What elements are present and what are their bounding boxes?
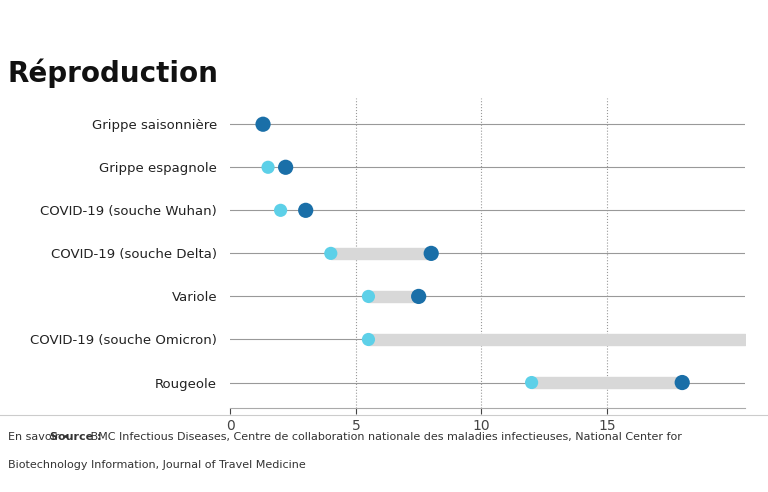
Text: BMC Infectious Diseases, Centre de collaboration nationale des maladies infectie: BMC Infectious Diseases, Centre de colla… — [87, 432, 682, 442]
Text: Source :: Source : — [50, 432, 101, 442]
Point — [362, 292, 375, 300]
Point — [412, 292, 425, 300]
Point — [300, 207, 312, 215]
Point — [257, 120, 269, 128]
Text: En savoir •: En savoir • — [8, 432, 72, 442]
Point — [325, 249, 337, 257]
Point — [262, 163, 274, 171]
Point — [280, 163, 292, 171]
Point — [676, 379, 688, 387]
Point — [362, 336, 375, 343]
Text: Réproduction: Réproduction — [8, 59, 219, 88]
Point — [525, 379, 538, 387]
Point — [425, 249, 437, 257]
Point — [274, 207, 286, 215]
Text: Biotechnology Information, Journal of Travel Medicine: Biotechnology Information, Journal of Tr… — [8, 460, 306, 470]
